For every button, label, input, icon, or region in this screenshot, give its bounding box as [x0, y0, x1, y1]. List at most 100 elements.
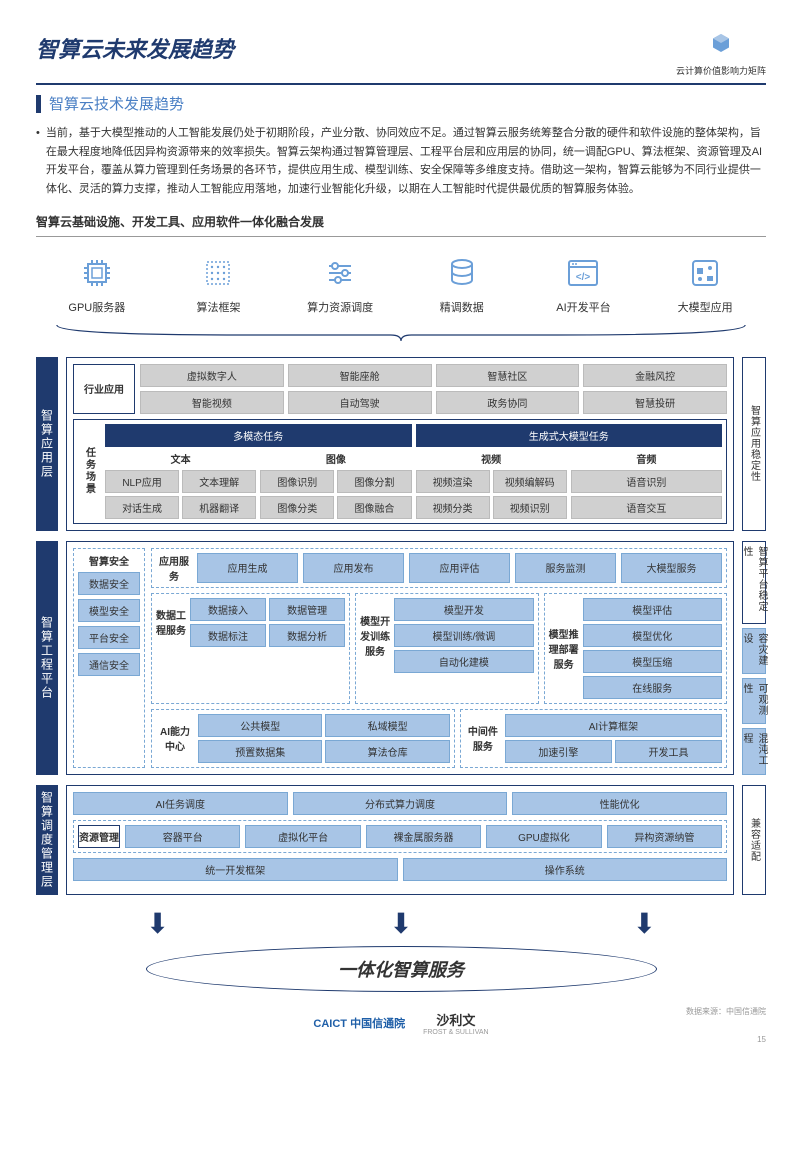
bi: 在线服务: [583, 676, 722, 699]
grid-icon: [198, 253, 238, 293]
bi: 模型开发: [394, 598, 533, 621]
gi: 视频识别: [493, 496, 567, 519]
icons-row: GPU服务器 算法框架 算力资源调度 精调数据 </> AI开发平台 大模型应用: [36, 253, 766, 315]
layer-app: 智算应用层 行业应用 虚拟数字人 智能座舱 智慧社区 金融风控 智能视频 自动驾…: [36, 357, 766, 531]
page-number: 15: [757, 1035, 766, 1044]
icon-label: GPU服务器: [38, 299, 155, 315]
gi: 视频分类: [416, 496, 490, 519]
bi: 私域模型: [325, 714, 449, 737]
header-rule: [36, 83, 766, 85]
layer1-right: 智算应用稳定性: [742, 357, 766, 531]
task-head: 多模态任务: [105, 424, 412, 447]
model-train-label: 模型开发训练服务: [360, 598, 390, 673]
cube-icon: [676, 32, 766, 62]
icon-algo: 算法框架: [160, 253, 277, 315]
layer1-vlabel: 智算应用层: [36, 357, 58, 531]
icon-sched: 算力资源调度: [282, 253, 399, 315]
bi: 裸金属服务器: [366, 825, 481, 848]
bi: 异构资源纳管: [607, 825, 722, 848]
svg-text:</>: </>: [576, 272, 591, 283]
icon-aidev: </> AI开发平台: [525, 253, 642, 315]
cat-label: 文本: [105, 451, 256, 466]
gi: 对话生成: [105, 496, 179, 519]
layer2-vlabel: 智算工程平台: [36, 541, 58, 775]
layer3-vlabel: 智算调度管理层: [36, 785, 58, 895]
gi: 视频编解码: [493, 470, 567, 493]
layer2-right: 混沌工程: [742, 728, 766, 774]
icon-label: 大模型应用: [647, 299, 764, 315]
bi: 加速引擎: [505, 740, 612, 763]
layer2-body: 智算安全 数据安全 模型安全 平台安全 通信安全 应用服务 应用生成 应用发布 …: [66, 541, 734, 775]
bi: 性能优化: [512, 792, 727, 815]
bi: 服务监测: [515, 553, 616, 583]
gray-item: 智能视频: [140, 391, 284, 414]
bi: 自动化建模: [394, 650, 533, 673]
gi: 视频渲染: [416, 470, 490, 493]
sulivan-logo: 沙利文: [423, 1010, 488, 1029]
data-source: 数据来源：中国信通院: [686, 1006, 766, 1017]
database-icon: [442, 253, 482, 293]
app-icon: [685, 253, 725, 293]
bi: 模型安全: [78, 599, 140, 622]
bi: AI计算框架: [505, 714, 722, 737]
gray-item: 自动驾驶: [288, 391, 432, 414]
gi: 图像识别: [260, 470, 334, 493]
bi: 数据标注: [190, 624, 266, 647]
bi: GPU虚拟化: [486, 825, 601, 848]
thin-rule: [36, 236, 766, 237]
layer3-right: 兼容适配: [742, 785, 766, 895]
bi: 操作系统: [403, 858, 728, 881]
task-head: 生成式大模型任务: [416, 424, 723, 447]
section-heading: 智算云基础设施、开发工具、应用软件一体化融合发展: [36, 213, 766, 230]
bi: 虚拟化平台: [245, 825, 360, 848]
gray-item: 政务协同: [436, 391, 580, 414]
gray-item: 虚拟数字人: [140, 364, 284, 387]
bi: 分布式算力调度: [293, 792, 508, 815]
sec-label: 智算安全: [78, 553, 140, 568]
cat-label: 视频: [416, 451, 567, 466]
oval-summary: 一体化智算服务: [146, 946, 657, 992]
gray-item: 金融风控: [583, 364, 727, 387]
icon-label: 精调数据: [403, 299, 520, 315]
bi: 通信安全: [78, 653, 140, 676]
icon-label: AI开发平台: [525, 299, 642, 315]
bi: 容器平台: [125, 825, 240, 848]
icon-data: 精调数据: [403, 253, 520, 315]
down-arrows: ⬇ ⬇ ⬇: [36, 907, 766, 940]
gi: NLP应用: [105, 470, 179, 493]
icon-label: 算力资源调度: [282, 299, 399, 315]
data-eng-label: 数据工程服务: [156, 598, 186, 647]
layer1-body: 行业应用 虚拟数字人 智能座舱 智慧社区 金融风控 智能视频 自动驾驶 政务协同…: [66, 357, 734, 531]
cat-label: 图像: [260, 451, 411, 466]
caict-logo: CAICT 中国信通院: [313, 1015, 405, 1031]
gray-item: 智慧社区: [436, 364, 580, 387]
subtitle-row: 智算云技术发展趋势: [36, 93, 766, 114]
sulivan-en: FROST & SULLIVAN: [423, 1029, 488, 1036]
subtitle-bar: [36, 95, 41, 113]
bi: 模型训练/微调: [394, 624, 533, 647]
layer-platform: 智算工程平台 智算安全 数据安全 模型安全 平台安全 通信安全 应用服务 应用生…: [36, 541, 766, 775]
gi: 机器翻译: [182, 496, 256, 519]
curly-bracket: [36, 323, 766, 343]
gi: 图像融合: [337, 496, 411, 519]
bi: 数据接入: [190, 598, 266, 621]
gray-item: 智慧投研: [583, 391, 727, 414]
ai-center-label: AI能力中心: [156, 714, 194, 763]
task-scene-label: 任务场景: [78, 424, 100, 519]
icon-gpu: GPU服务器: [38, 253, 155, 315]
gi: 语音识别: [571, 470, 722, 493]
bullet: •: [36, 124, 40, 199]
bi: 应用评估: [409, 553, 510, 583]
body-text: 当前，基于大模型推动的人工智能发展仍处于初期阶段，产业分散、协同效应不足。通过智…: [46, 124, 766, 199]
bi: 算法仓库: [325, 740, 449, 763]
logo-text: 云计算价值影响力矩阵: [676, 64, 766, 77]
bi: 数据安全: [78, 572, 140, 595]
model-deploy-label: 模型推理部署服务: [549, 598, 579, 699]
bi: 模型压缩: [583, 650, 722, 673]
bi: 平台安全: [78, 626, 140, 649]
gi: 语音交互: [571, 496, 722, 519]
industry-app-label: 行业应用: [73, 364, 135, 414]
bi: 开发工具: [615, 740, 722, 763]
header-logo: 云计算价值影响力矩阵: [676, 32, 766, 77]
bi: 数据分析: [269, 624, 345, 647]
